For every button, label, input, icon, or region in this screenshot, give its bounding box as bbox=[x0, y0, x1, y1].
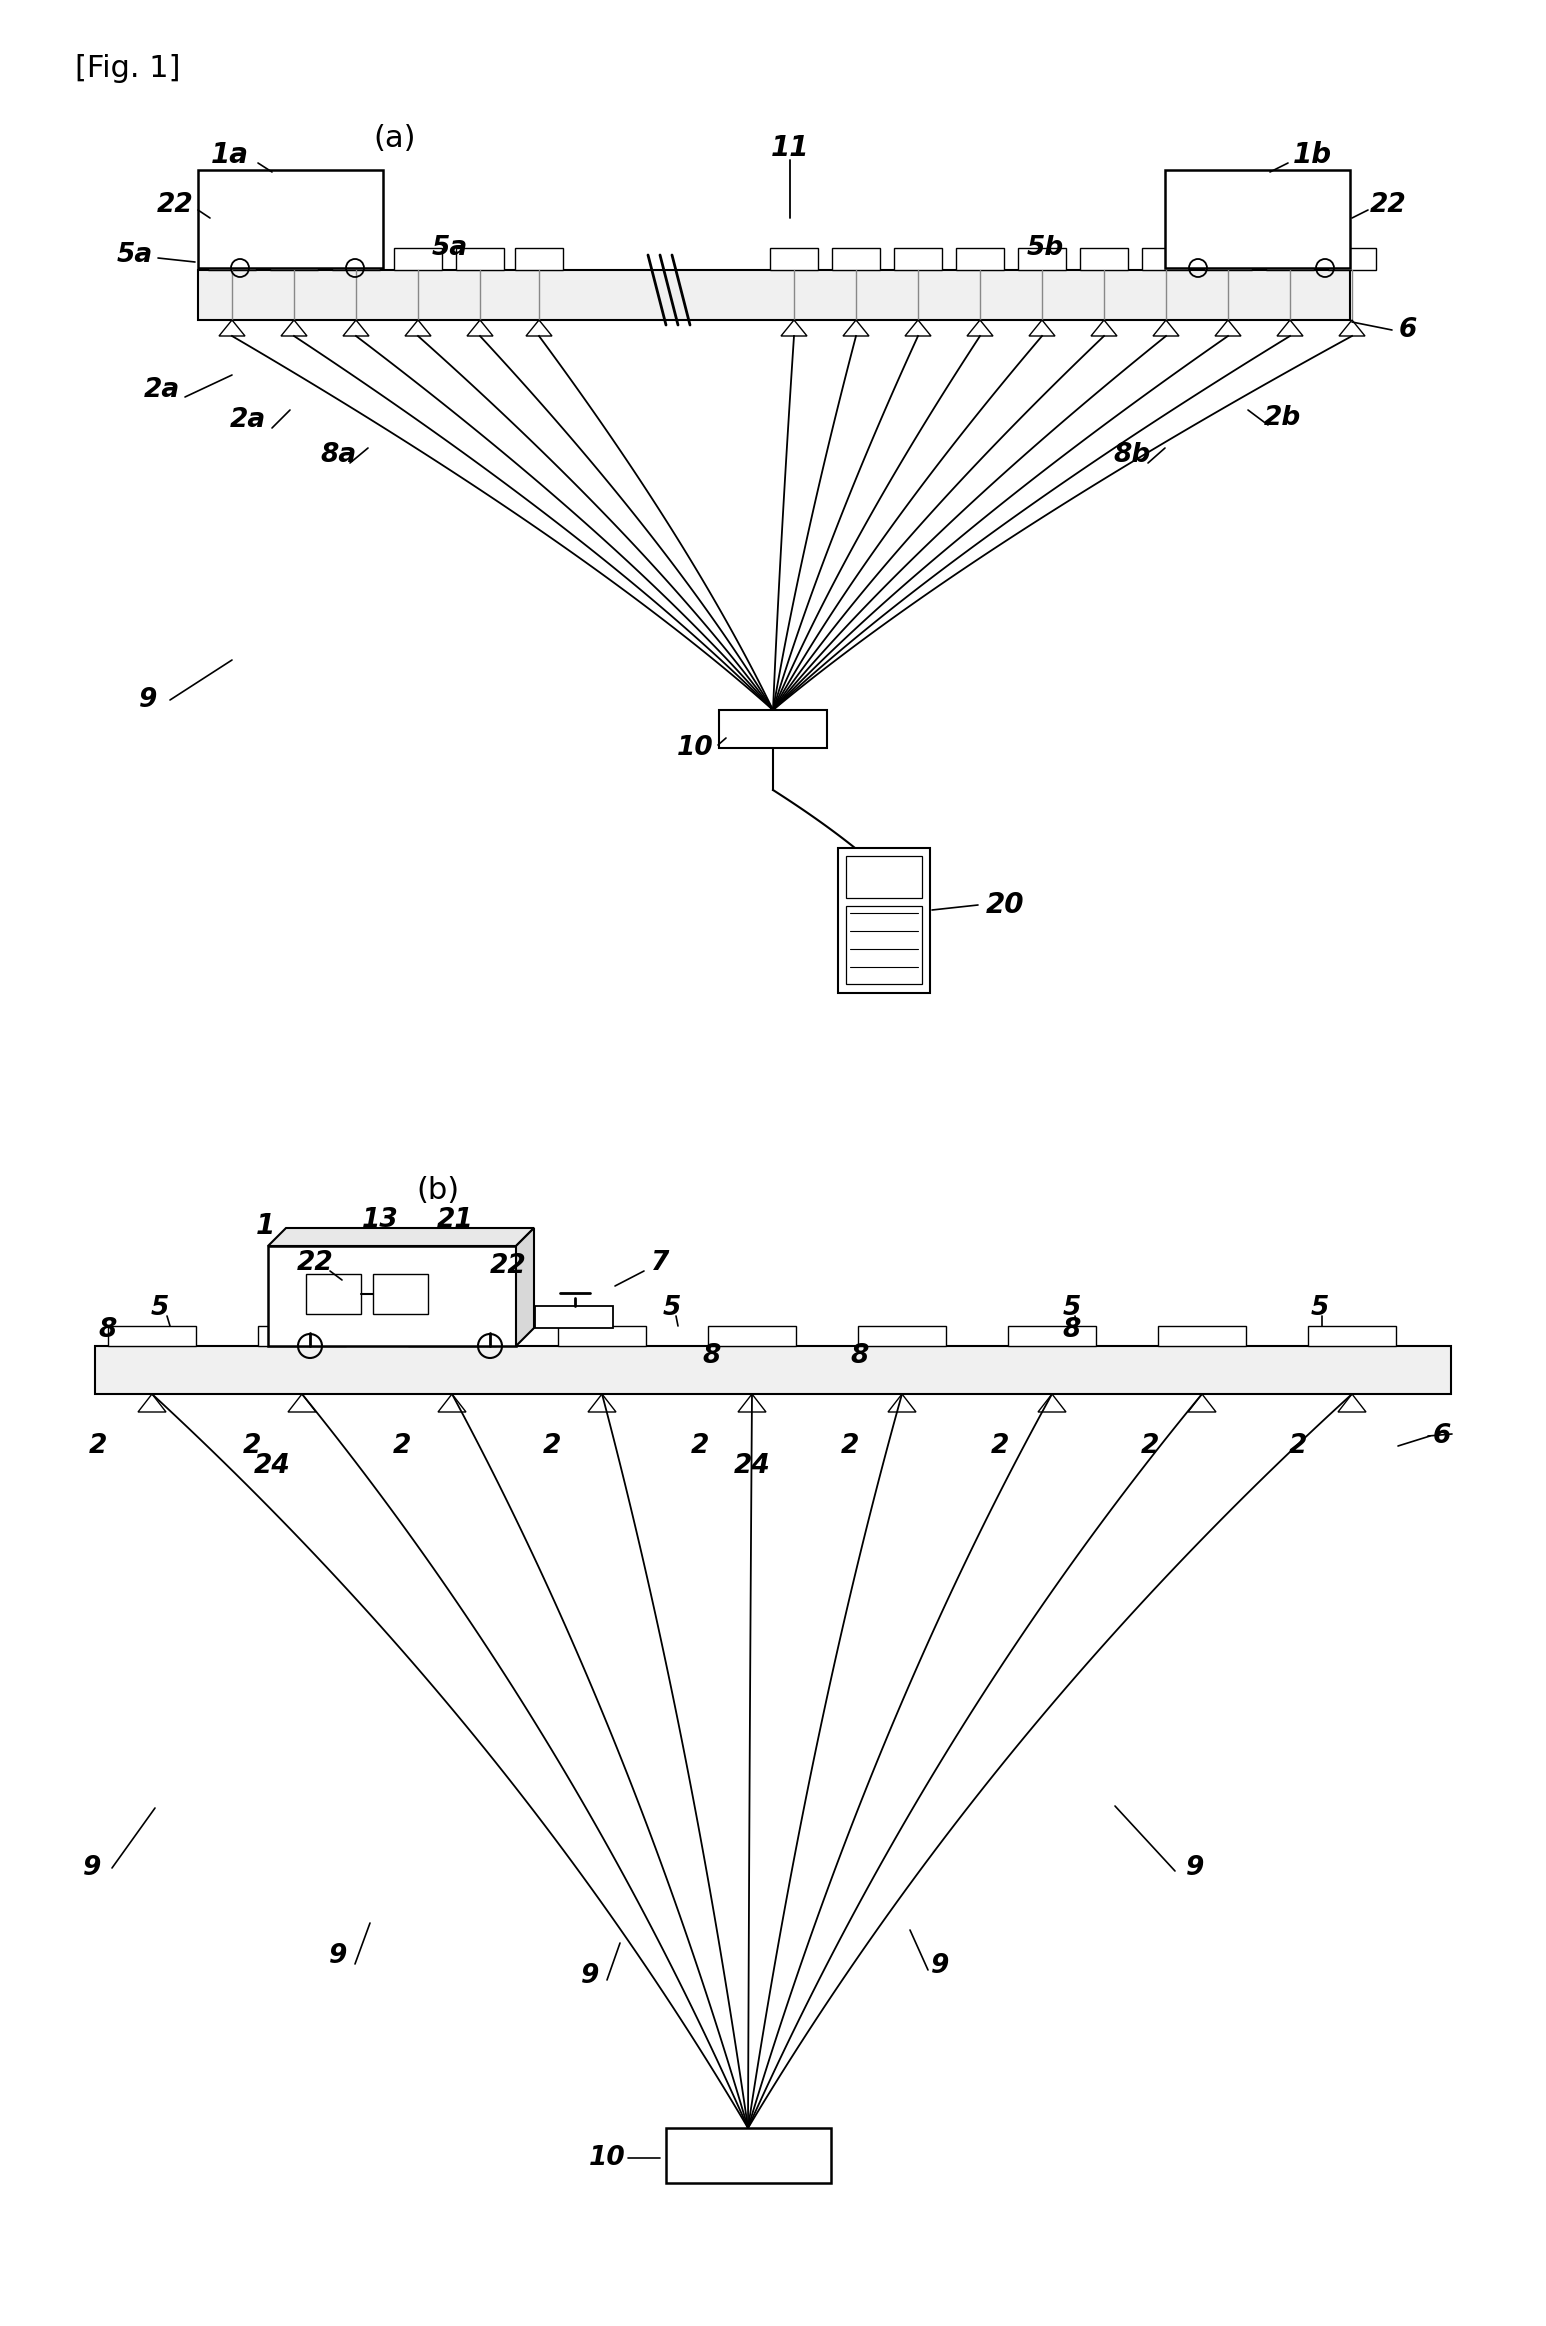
Bar bbox=[1008, 1326, 1096, 1347]
Bar bbox=[1166, 170, 1350, 267]
Bar bbox=[535, 1305, 614, 1328]
Text: 2: 2 bbox=[691, 1433, 710, 1458]
Bar bbox=[456, 249, 504, 270]
Bar bbox=[838, 849, 931, 993]
Bar bbox=[108, 1326, 196, 1347]
Text: 5: 5 bbox=[663, 1296, 682, 1321]
Bar bbox=[209, 249, 257, 270]
Text: 9: 9 bbox=[83, 1856, 100, 1882]
Text: 2: 2 bbox=[243, 1433, 261, 1458]
Text: [Fig. 1]: [Fig. 1] bbox=[76, 53, 181, 81]
Bar bbox=[373, 1275, 428, 1314]
Bar bbox=[770, 249, 818, 270]
Text: 2: 2 bbox=[88, 1433, 107, 1458]
Bar bbox=[1017, 249, 1067, 270]
Bar bbox=[1328, 249, 1376, 270]
Text: 9: 9 bbox=[139, 686, 158, 714]
Text: 22: 22 bbox=[490, 1254, 526, 1279]
Text: 5b: 5b bbox=[1027, 235, 1064, 261]
Text: 2: 2 bbox=[1289, 1433, 1308, 1458]
Bar bbox=[558, 1326, 646, 1347]
Text: 2b: 2b bbox=[1263, 405, 1300, 430]
Bar bbox=[955, 249, 1003, 270]
Text: 9: 9 bbox=[329, 1942, 348, 1970]
Text: 10: 10 bbox=[589, 2145, 626, 2170]
Bar bbox=[1308, 1326, 1396, 1347]
Text: 1: 1 bbox=[255, 1212, 275, 1240]
Text: (a): (a) bbox=[374, 123, 416, 154]
Bar bbox=[1142, 249, 1190, 270]
Bar bbox=[515, 249, 563, 270]
Text: 7: 7 bbox=[651, 1249, 669, 1277]
Bar bbox=[271, 249, 318, 270]
Text: 2: 2 bbox=[543, 1433, 561, 1458]
Text: 2a: 2a bbox=[144, 377, 179, 402]
Bar bbox=[1158, 1326, 1246, 1347]
Text: 9: 9 bbox=[1186, 1856, 1204, 1882]
Text: 22: 22 bbox=[1370, 193, 1407, 219]
Bar bbox=[1266, 249, 1314, 270]
Text: 24: 24 bbox=[734, 1454, 770, 1479]
Text: 6: 6 bbox=[1433, 1424, 1452, 1449]
Text: 5: 5 bbox=[1062, 1296, 1081, 1321]
Text: 8: 8 bbox=[99, 1317, 117, 1342]
Bar bbox=[846, 856, 921, 898]
Bar bbox=[894, 249, 942, 270]
Text: 8b: 8b bbox=[1113, 442, 1150, 468]
Bar bbox=[666, 2128, 832, 2184]
Bar bbox=[708, 1326, 796, 1347]
Text: 22: 22 bbox=[156, 193, 193, 219]
Bar bbox=[858, 1326, 946, 1347]
Bar bbox=[258, 1326, 346, 1347]
Bar bbox=[332, 249, 380, 270]
Bar bbox=[1204, 249, 1252, 270]
Text: 24: 24 bbox=[254, 1454, 291, 1479]
Bar bbox=[846, 907, 921, 984]
Text: 11: 11 bbox=[771, 135, 809, 163]
Text: 2a: 2a bbox=[230, 407, 266, 433]
Text: 9: 9 bbox=[581, 1963, 600, 1989]
Bar bbox=[1081, 249, 1129, 270]
Bar bbox=[306, 1275, 362, 1314]
Bar bbox=[198, 270, 1350, 321]
Polygon shape bbox=[516, 1228, 533, 1347]
Bar bbox=[267, 1247, 516, 1347]
Bar bbox=[198, 170, 383, 267]
Text: 22: 22 bbox=[297, 1249, 334, 1277]
Bar bbox=[94, 1347, 1452, 1393]
Text: 1b: 1b bbox=[1292, 142, 1331, 170]
Text: 13: 13 bbox=[362, 1207, 399, 1233]
Bar bbox=[719, 709, 827, 749]
Text: 2: 2 bbox=[1141, 1433, 1160, 1458]
Text: 5: 5 bbox=[152, 1296, 169, 1321]
Text: 2: 2 bbox=[991, 1433, 1010, 1458]
Text: 6: 6 bbox=[1399, 316, 1418, 342]
Text: 2: 2 bbox=[393, 1433, 411, 1458]
Polygon shape bbox=[267, 1228, 533, 1247]
Bar bbox=[394, 249, 442, 270]
Text: (b): (b) bbox=[416, 1175, 459, 1205]
Text: 10: 10 bbox=[677, 735, 713, 761]
Text: 5: 5 bbox=[1311, 1296, 1330, 1321]
Bar bbox=[408, 1326, 496, 1347]
Text: 8: 8 bbox=[1062, 1317, 1081, 1342]
Text: 2: 2 bbox=[841, 1433, 860, 1458]
Text: 21: 21 bbox=[436, 1207, 473, 1233]
Text: 8: 8 bbox=[850, 1342, 869, 1370]
Text: 8: 8 bbox=[703, 1342, 720, 1370]
Text: 1a: 1a bbox=[210, 142, 249, 170]
Text: 9: 9 bbox=[931, 1954, 949, 1979]
Text: 8a: 8a bbox=[320, 442, 356, 468]
Text: 20: 20 bbox=[986, 891, 1025, 919]
Bar bbox=[832, 249, 880, 270]
Text: 5a: 5a bbox=[431, 235, 468, 261]
Text: 5a: 5a bbox=[117, 242, 153, 267]
